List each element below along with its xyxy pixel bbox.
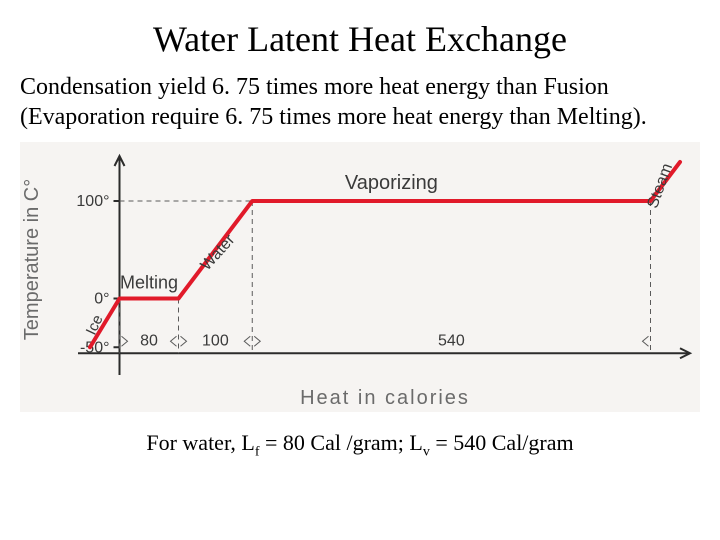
svg-text:Melting: Melting (120, 273, 178, 293)
svg-text:Vaporizing: Vaporizing (345, 172, 438, 194)
caption-text: = 540 Cal/gram (430, 430, 574, 455)
svg-text:Temperature in C°: Temperature in C° (21, 179, 43, 340)
caption-sub-v: v (423, 444, 430, 459)
heat-chart: -50°0°100°Temperature in C°Heat in calor… (20, 142, 700, 412)
svg-text:80: 80 (140, 332, 158, 349)
page-title: Water Latent Heat Exchange (20, 18, 700, 60)
svg-text:0°: 0° (94, 291, 109, 308)
svg-text:100: 100 (202, 332, 229, 349)
caption-text: = 80 Cal /gram; L (260, 430, 423, 455)
svg-text:Heat in calories: Heat in calories (300, 387, 470, 409)
svg-text:100°: 100° (76, 193, 109, 210)
caption-text: For water, L (146, 430, 254, 455)
caption: For water, Lf = 80 Cal /gram; Lv = 540 C… (20, 430, 700, 460)
body-paragraph: Condensation yield 6. 75 times more heat… (20, 72, 700, 132)
svg-text:540: 540 (438, 332, 465, 349)
